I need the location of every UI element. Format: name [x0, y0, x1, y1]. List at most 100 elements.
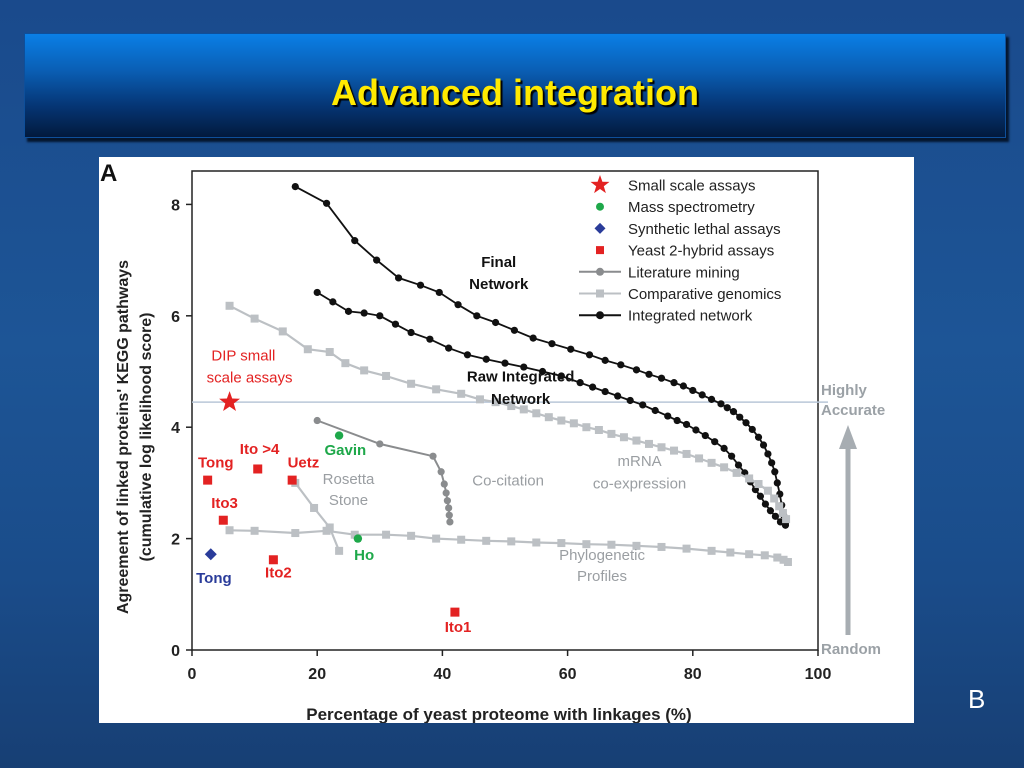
data-point — [617, 361, 625, 369]
data-point — [442, 489, 450, 497]
y-tick-label: 8 — [171, 197, 180, 214]
data-point — [225, 526, 234, 535]
annotation-label: Ito2 — [265, 565, 292, 582]
data-point — [407, 379, 416, 388]
data-point — [632, 436, 641, 445]
data-point — [689, 386, 697, 395]
data-point — [657, 542, 666, 551]
data-point — [391, 320, 400, 328]
data-point — [764, 450, 772, 458]
data-point — [761, 500, 770, 508]
annotation-label: Raw Integrated — [467, 369, 575, 386]
data-point — [278, 327, 287, 336]
panel-letter: A — [100, 160, 117, 187]
scatter-circle — [334, 431, 344, 440]
data-point — [501, 359, 509, 367]
data-point — [614, 392, 622, 400]
data-point — [582, 540, 591, 549]
data-point — [457, 535, 466, 544]
data-point — [626, 396, 634, 405]
slide-title: Advanced integration — [330, 72, 700, 113]
data-point — [760, 551, 769, 560]
data-point — [782, 515, 791, 524]
data-point — [416, 281, 425, 289]
data-point — [457, 389, 466, 398]
scatter-diamond — [204, 548, 217, 561]
legend-item: Synthetic lethal assays — [594, 221, 781, 238]
data-point — [783, 557, 792, 566]
data-point — [310, 503, 319, 512]
series-literature-5 — [313, 416, 454, 526]
data-point — [538, 367, 547, 376]
data-point — [432, 385, 441, 394]
data-point — [657, 443, 666, 452]
data-point — [594, 425, 603, 434]
scatter-square — [253, 464, 263, 474]
x-tick-label: 40 — [434, 666, 452, 683]
legend-label: Yeast 2-hybrid assays — [628, 243, 774, 260]
data-point — [322, 199, 331, 207]
data-point — [745, 550, 754, 559]
y-tick-label: 2 — [171, 532, 180, 549]
data-point — [532, 409, 541, 418]
series-comparative-2 — [225, 301, 791, 524]
data-point — [670, 379, 678, 387]
data-point — [507, 402, 516, 411]
series-integrated-0 — [291, 182, 790, 527]
data-point — [426, 335, 434, 343]
data-point — [698, 391, 706, 399]
data-point — [664, 412, 672, 420]
title-bar: Advanced integration — [24, 33, 1006, 138]
accuracy-arrow — [839, 425, 857, 635]
data-point — [645, 370, 653, 378]
series-line — [294, 482, 341, 552]
scatter-square — [203, 475, 213, 485]
data-point — [748, 425, 756, 434]
scatter-square — [218, 515, 228, 525]
data-point — [557, 416, 566, 425]
data-point — [491, 398, 500, 407]
annotation-label: Rosetta — [323, 471, 375, 488]
data-point — [679, 382, 688, 390]
annotation-label: mRNA — [618, 453, 662, 470]
data-point — [344, 307, 353, 315]
legend-circle-icon — [596, 202, 604, 211]
data-point — [723, 404, 731, 412]
y-axis-label-2: (cumulative log likelihood score) — [138, 313, 155, 562]
data-point — [607, 540, 616, 549]
data-point — [567, 345, 575, 353]
chart-svg: A 0 20 40 60 80 100 0 2 4 6 8 Final Network Raw Inte… — [100, 160, 885, 723]
legend-item: Yeast 2-hybrid assays — [596, 243, 774, 260]
data-point — [373, 256, 381, 264]
data-point — [771, 512, 780, 520]
data-point — [557, 372, 565, 380]
data-point — [695, 454, 704, 463]
annotation-label: DIP small — [211, 347, 275, 364]
data-point — [670, 446, 679, 455]
data-point — [728, 452, 736, 460]
highly-accurate-label-bottom: Accurate — [821, 402, 885, 419]
highly-accurate-label-top: Highly — [821, 382, 867, 399]
legend-item: Mass spectrometry — [596, 199, 755, 216]
data-point — [437, 468, 445, 476]
data-point — [734, 461, 743, 469]
legend-item: Literature mining — [579, 264, 740, 281]
data-point — [754, 433, 763, 441]
annotation-label: Tong — [196, 570, 232, 587]
data-point — [432, 534, 441, 543]
data-point — [729, 408, 738, 416]
annotation-label: Tong — [198, 454, 234, 471]
legend-label: Literature mining — [628, 264, 740, 281]
data-point — [707, 458, 716, 467]
annotation-label: co-expression — [593, 475, 686, 492]
data-point — [601, 356, 609, 364]
data-point — [303, 345, 312, 354]
data-point — [569, 419, 578, 428]
data-point — [607, 429, 616, 438]
annotation-label: Ito3 — [211, 495, 238, 512]
data-point — [742, 419, 750, 427]
data-point — [335, 546, 344, 555]
x-tick-label: 100 — [805, 666, 832, 683]
x-tick-label: 80 — [684, 666, 702, 683]
data-point — [632, 366, 641, 374]
